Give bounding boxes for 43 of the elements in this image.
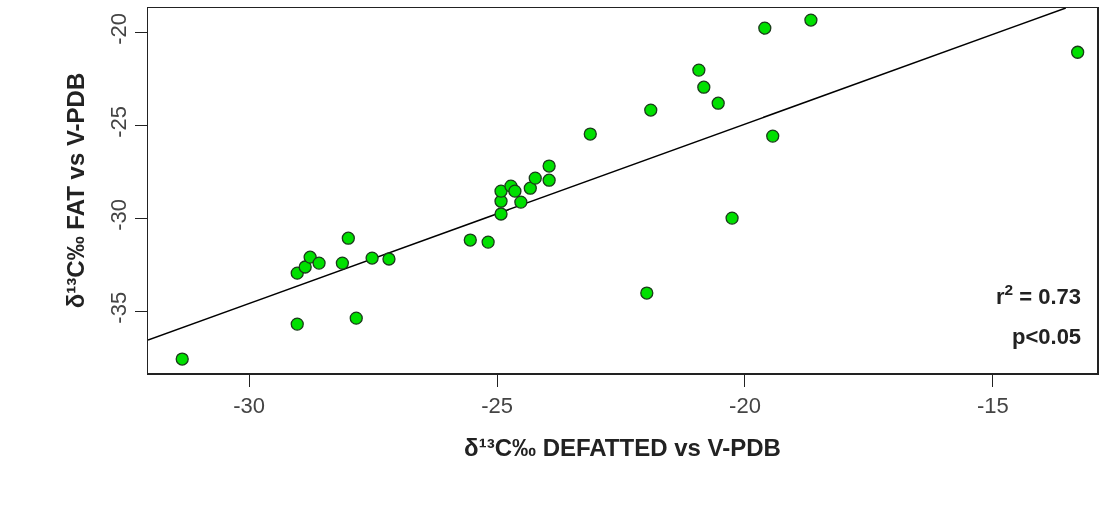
point (481, 235, 495, 249)
point (382, 252, 396, 266)
point (542, 159, 556, 173)
point (335, 256, 350, 270)
point (494, 207, 508, 221)
y-tick-label: -25 (105, 105, 131, 138)
x-tick-label: -15 (976, 392, 1009, 418)
point (312, 256, 326, 270)
point (758, 21, 772, 35)
point (1071, 45, 1085, 59)
point (542, 173, 556, 187)
y-axis-title: δ¹³C‰ FAT vs V-PDB (62, 72, 90, 309)
point (640, 286, 654, 300)
point (692, 63, 706, 77)
point (804, 13, 818, 27)
point (494, 184, 508, 198)
point (349, 311, 363, 325)
y-tick-label: -20 (105, 12, 131, 45)
point (725, 211, 739, 225)
x-tick-label: -20 (729, 392, 761, 418)
y-tick-label: -35 (105, 291, 131, 324)
point (365, 251, 379, 265)
point (711, 96, 725, 110)
point (341, 231, 355, 245)
x-tick-label: -25 (481, 392, 513, 418)
point (644, 103, 658, 117)
annotation: p<0.05 (1012, 324, 1082, 349)
x-axis-title: δ¹³C‰ DEFATTED vs V-PDB (464, 433, 781, 461)
point (514, 195, 528, 209)
point (766, 129, 780, 143)
point (528, 171, 542, 185)
point (298, 260, 312, 274)
point (583, 127, 597, 141)
point (523, 181, 537, 195)
point (508, 184, 522, 198)
point (303, 250, 317, 264)
annotation: r$^{2}$ = 0.73 (996, 281, 1082, 310)
point (290, 317, 304, 331)
y-tick-label: -30 (105, 198, 131, 231)
point (697, 80, 711, 94)
x-tick-label: -30 (233, 392, 266, 418)
point (175, 352, 189, 366)
point (463, 233, 477, 247)
